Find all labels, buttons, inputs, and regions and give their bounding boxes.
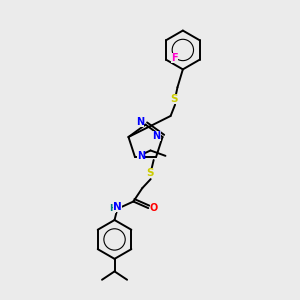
Text: O: O xyxy=(149,203,158,213)
Text: H: H xyxy=(109,204,116,213)
Text: F: F xyxy=(171,53,178,63)
Text: S: S xyxy=(146,169,154,178)
Text: N: N xyxy=(113,202,122,212)
Text: N: N xyxy=(152,131,161,141)
Text: N: N xyxy=(136,117,144,127)
Text: S: S xyxy=(171,94,178,104)
Text: N: N xyxy=(137,151,145,160)
